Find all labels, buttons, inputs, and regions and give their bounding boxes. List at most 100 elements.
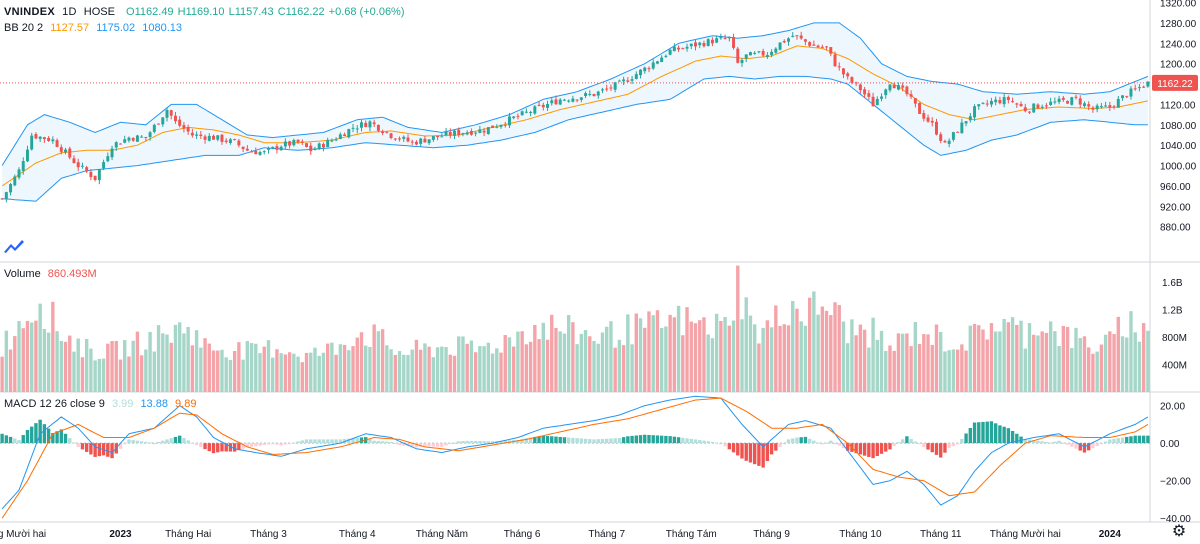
volume-bar — [905, 333, 909, 392]
volume-bar — [423, 343, 427, 392]
candle-body — [694, 42, 697, 47]
volume-bar — [846, 343, 850, 392]
candle-body — [59, 147, 63, 152]
candle-body — [647, 68, 651, 70]
macd-histogram-bar — [1015, 433, 1019, 444]
volume-bar — [507, 337, 512, 392]
volume-bar — [579, 333, 584, 392]
candle-body — [123, 139, 127, 143]
macd-histogram-bar — [854, 443, 858, 454]
volume-bar — [533, 325, 537, 392]
macd-histogram-bar — [757, 443, 761, 466]
volume-bar — [283, 354, 288, 392]
bb-lower-line — [2, 75, 1148, 202]
time-tick-label: Tháng 6 — [504, 529, 541, 540]
volume-bar — [207, 343, 211, 392]
symbol-name[interactable]: VNINDEX — [4, 6, 55, 18]
macd-value: 13.88 — [140, 398, 168, 410]
macd-histogram-bar — [486, 441, 491, 444]
candle-body — [1015, 103, 1019, 105]
volume-legend[interactable]: Volume 860.493M — [4, 268, 101, 280]
candle-body — [825, 46, 829, 48]
macd-histogram-bar — [1074, 443, 1078, 449]
volume-bar — [917, 343, 922, 392]
volume-tick-label: 1.6B — [1162, 278, 1183, 289]
volume-bar — [237, 342, 241, 392]
candle-body — [981, 102, 985, 104]
candle-body — [1061, 97, 1065, 100]
settings-gear-icon[interactable]: ⚙ — [1171, 523, 1187, 540]
candle-body — [507, 116, 511, 126]
macd-histogram-bar — [427, 443, 431, 447]
candle-body — [398, 138, 402, 140]
macd-histogram-bar — [820, 443, 825, 445]
volume-bar — [304, 352, 309, 392]
candle-body — [283, 141, 287, 147]
candle-body — [140, 136, 144, 138]
macd-histogram-bar — [21, 435, 25, 444]
volume-bar — [503, 335, 507, 392]
volume-bar — [321, 352, 326, 392]
macd-histogram-bar — [634, 435, 638, 444]
candle-body — [1087, 104, 1091, 107]
macd-histogram-bar — [533, 436, 537, 444]
volume-bar — [1002, 319, 1006, 392]
macd-histogram-bar — [651, 435, 655, 444]
candle-body — [601, 89, 604, 91]
candle-body — [292, 139, 296, 146]
candle-body — [393, 138, 397, 140]
volume-bar — [469, 340, 474, 392]
volume-bar — [385, 345, 389, 392]
tradingview-logo-icon[interactable] — [2, 236, 26, 256]
time-tick-label: Tháng Tám — [666, 529, 717, 540]
macd-histogram-bar — [1141, 435, 1146, 444]
volume-bar — [402, 354, 406, 392]
candle-body — [68, 148, 72, 158]
interval-label[interactable]: 1D — [62, 6, 77, 18]
candle-body — [1049, 101, 1053, 105]
candle-body — [613, 82, 617, 90]
bb-legend[interactable]: BB 20 2 1127.57 1175.02 1080.13 — [4, 22, 186, 34]
macd-histogram-bar — [588, 439, 592, 444]
macd-histogram-bar — [84, 443, 89, 452]
macd-legend[interactable]: MACD 12 26 close 9 3.99 13.88 9.89 — [4, 398, 200, 410]
candle-body — [689, 43, 693, 47]
macd-histogram-bar — [884, 443, 888, 452]
macd-histogram-bar — [271, 443, 275, 445]
time-tick-label: Tháng 9 — [753, 529, 790, 540]
candle-body — [732, 37, 736, 48]
candle-body — [782, 41, 786, 43]
volume-bar — [1036, 335, 1040, 392]
macd-histogram-bar — [600, 438, 605, 444]
volume-bar — [693, 323, 698, 392]
macd-histogram-bar — [283, 443, 288, 445]
volume-bar — [355, 337, 359, 392]
volume-bar — [465, 343, 469, 392]
volume-bar — [34, 320, 38, 392]
candle-body — [266, 148, 270, 150]
candle-body — [702, 43, 706, 47]
volume-bar — [444, 347, 448, 392]
macd-histogram-bar — [736, 443, 740, 456]
macd-histogram-bar — [1040, 441, 1044, 444]
macd-histogram-bar — [8, 436, 13, 444]
volume-bar — [262, 346, 266, 392]
candle-body — [753, 52, 757, 54]
candle-body — [165, 109, 169, 118]
candle-body — [715, 38, 719, 43]
candle-body — [334, 139, 338, 141]
candle-body — [97, 169, 101, 181]
macd-histogram-bar — [541, 435, 545, 444]
candle-body — [38, 136, 42, 139]
macd-histogram-bar — [613, 438, 617, 444]
volume-bar — [0, 356, 4, 392]
volume-bar — [1082, 336, 1087, 392]
candle-body — [681, 48, 685, 50]
volume-bar — [135, 331, 140, 392]
macd-histogram-bar — [418, 443, 423, 447]
macd-histogram-bar — [254, 443, 258, 447]
macd-histogram-bar — [862, 443, 867, 456]
macd-histogram-bar — [550, 436, 554, 444]
macd-histogram-bar — [1087, 443, 1091, 451]
